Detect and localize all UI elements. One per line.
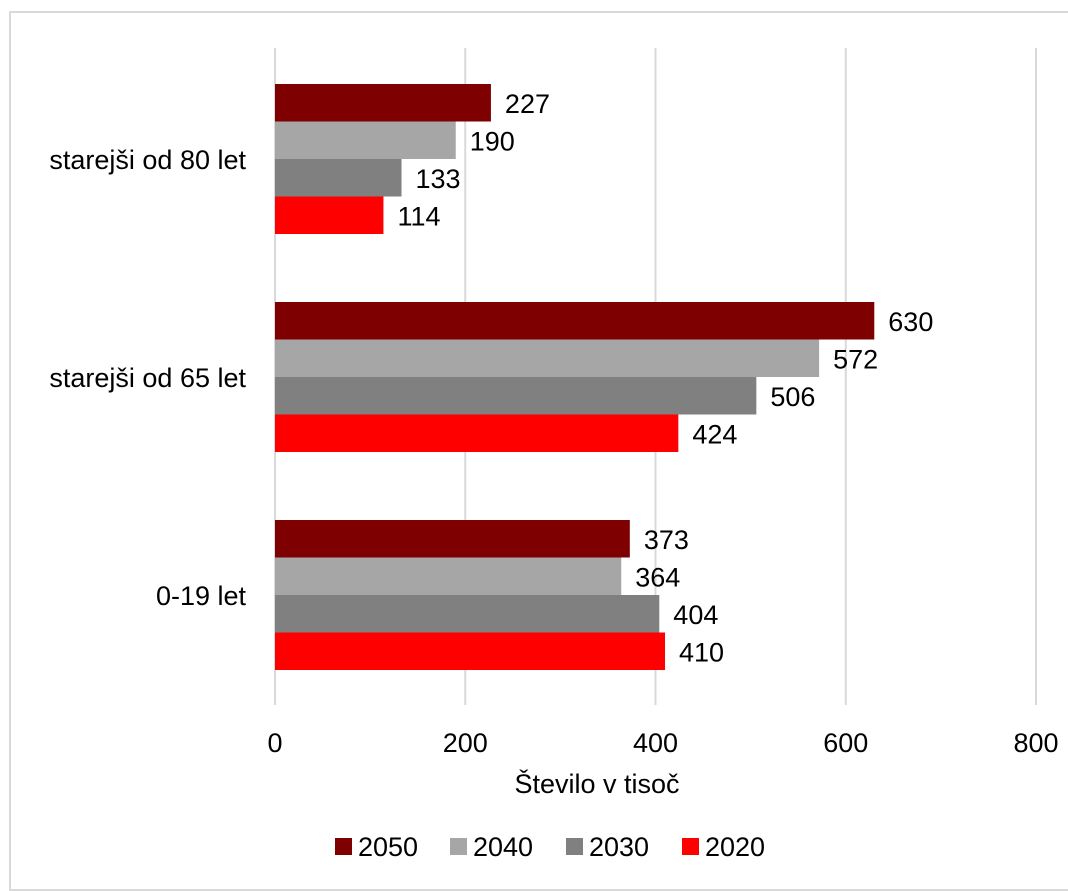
legend-swatch: [682, 838, 699, 855]
bar-2020: [275, 632, 666, 670]
legend-label: 2020: [705, 832, 765, 862]
x-tick-label: 0: [267, 728, 282, 758]
category-labels: starejši od 80 let starejši od 65 let 0-19…: [49, 145, 246, 611]
legend-label: 2050: [358, 832, 418, 862]
legend-label: 2030: [589, 832, 649, 862]
bars: [275, 84, 875, 670]
data-label: 114: [397, 201, 440, 231]
bar-2040: [275, 557, 622, 595]
bar-2040: [275, 121, 456, 159]
bar-2050: [275, 302, 875, 340]
x-tick-label: 800: [1013, 728, 1058, 758]
bar-2050: [275, 84, 491, 122]
data-label: 133: [416, 164, 461, 194]
legend-swatch: [450, 838, 467, 855]
bar-2030: [275, 595, 660, 633]
data-label: 506: [770, 382, 815, 412]
category-label: starejši od 80 let: [49, 145, 246, 175]
data-label: 364: [635, 562, 680, 592]
category-label: starejši od 65 let: [49, 363, 246, 393]
x-tick-labels: 0 200 400 600 800: [267, 728, 1058, 758]
bar-2020: [275, 196, 384, 234]
category-label: 0-19 let: [156, 581, 247, 611]
data-label: 410: [679, 637, 724, 667]
legend: 2050 2040 2030 2020: [335, 832, 765, 862]
x-tick-label: 400: [633, 728, 678, 758]
bar-2030: [275, 159, 402, 197]
data-label: 227: [505, 89, 550, 119]
legend-label: 2040: [473, 832, 533, 862]
bar-2030: [275, 377, 757, 415]
data-label: 572: [833, 344, 878, 374]
data-label: 424: [692, 419, 737, 449]
x-tick-label: 200: [443, 728, 488, 758]
bar-2050: [275, 520, 630, 558]
data-label: 404: [673, 600, 718, 630]
x-tick-label: 600: [823, 728, 868, 758]
data-label: 630: [888, 307, 933, 337]
data-labels: 227 190 133 114 630 572 506 424 373 364 404 410: [397, 89, 933, 668]
legend-swatch: [566, 838, 583, 855]
x-axis-title: Število v tisoč: [514, 768, 679, 799]
bar-2020: [275, 414, 679, 452]
legend-swatch: [335, 838, 352, 855]
data-label: 190: [470, 126, 515, 156]
bar-2040: [275, 339, 820, 377]
data-label: 373: [644, 525, 689, 555]
